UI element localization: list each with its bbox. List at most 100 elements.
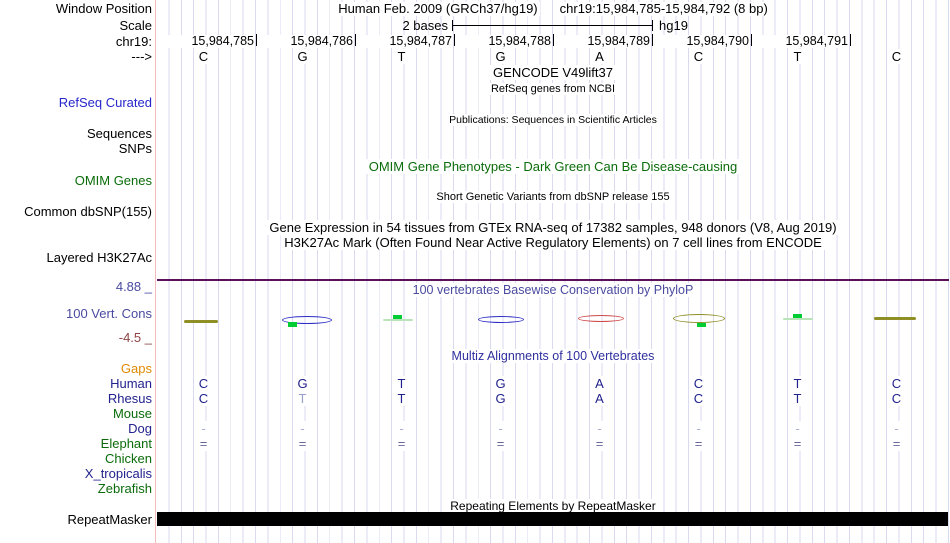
sidebar-omim-genes[interactable]: OMIM Genes bbox=[74, 173, 152, 188]
multiz-cell: G bbox=[295, 376, 310, 391]
track-title-refseq-ncbi[interactable]: RefSeq genes from NCBI bbox=[157, 82, 949, 96]
ruler-tick bbox=[355, 34, 356, 46]
multiz-species-label-elephant[interactable]: Elephant bbox=[100, 436, 152, 451]
reference-base: G bbox=[295, 49, 310, 64]
multiz-cell: = bbox=[692, 436, 705, 451]
multiz-cell: G bbox=[493, 391, 508, 406]
sidebar-vert-cons[interactable]: 100 Vert. Cons bbox=[66, 306, 152, 321]
scale-genome-label: hg19 bbox=[659, 18, 688, 33]
reference-base: C bbox=[691, 49, 706, 64]
multiz-species-label-dog[interactable]: Dog bbox=[128, 421, 152, 436]
ruler-position-label: 15,984,790 bbox=[659, 35, 749, 48]
multiz-cell: C bbox=[889, 376, 904, 391]
phylop-mark bbox=[478, 316, 524, 323]
sidebar-scale: Scale bbox=[119, 18, 152, 33]
reference-base: T bbox=[791, 49, 804, 64]
phylop-limit-line bbox=[157, 279, 949, 281]
reference-base: A bbox=[593, 49, 606, 64]
multiz-species-label-zebrafish[interactable]: Zebrafish bbox=[97, 481, 152, 496]
multiz-species-label-gaps[interactable]: Gaps bbox=[120, 361, 152, 376]
multiz-cell: T bbox=[395, 376, 408, 391]
header-row: Human Feb. 2009 (GRCh37/hg19) chr19:15,9… bbox=[157, 2, 949, 16]
phylop-mark bbox=[783, 318, 813, 320]
multiz-cell: = bbox=[890, 436, 903, 451]
ruler-position-label: 15,984,788 bbox=[461, 35, 551, 48]
track-title-gtex[interactable]: Gene Expression in 54 tissues from GTEx … bbox=[157, 220, 949, 235]
multiz-cell: C bbox=[691, 376, 706, 391]
multiz-cell: C bbox=[196, 391, 211, 406]
phylop-mark bbox=[874, 317, 916, 320]
sidebar-cons-max: 4.88 _ bbox=[115, 279, 152, 294]
multiz-cell: T bbox=[296, 391, 309, 406]
reference-base: T bbox=[395, 49, 408, 64]
multiz-species-label-mouse[interactable]: Mouse bbox=[112, 406, 152, 421]
multiz-cell: G bbox=[493, 376, 508, 391]
sidebar-layered-h3k27ac[interactable]: Layered H3K27Ac bbox=[46, 250, 152, 265]
sidebar-window-position: Window Position bbox=[55, 1, 152, 16]
track-title-multiz[interactable]: Multiz Alignments of 100 Vertebrates bbox=[157, 349, 949, 363]
multiz-cell: = bbox=[395, 436, 408, 451]
multiz-cell: - bbox=[892, 421, 901, 436]
sidebar-divider-line bbox=[155, 0, 156, 543]
multiz-cell: T bbox=[395, 391, 408, 406]
track-title-dbsnp[interactable]: Short Genetic Variants from dbSNP releas… bbox=[157, 190, 949, 204]
ruler-tick bbox=[751, 34, 752, 46]
sidebar-common-dbsnp[interactable]: Common dbSNP(155) bbox=[24, 204, 152, 219]
sidebar-sequences[interactable]: Sequences bbox=[86, 126, 152, 141]
ruler-tick bbox=[652, 34, 653, 46]
phylop-mark bbox=[282, 316, 332, 324]
phylop-mark-blob bbox=[288, 322, 297, 327]
multiz-cell: C bbox=[196, 376, 211, 391]
sidebar-chrom: chr19: bbox=[115, 34, 152, 49]
multiz-cell: - bbox=[298, 421, 307, 436]
ruler-tick bbox=[553, 34, 554, 46]
reference-base: C bbox=[889, 49, 904, 64]
repeatmasker-element-bar[interactable] bbox=[157, 512, 948, 526]
multiz-cell: = bbox=[494, 436, 507, 451]
multiz-cell: T bbox=[791, 391, 804, 406]
track-title-h3k27ac[interactable]: H3K27Ac Mark (Often Found Near Active Re… bbox=[157, 235, 949, 250]
multiz-species-label-human[interactable]: Human bbox=[110, 376, 152, 391]
track-title-phylop[interactable]: 100 vertebrates Basewise Conservation by… bbox=[157, 283, 949, 297]
phylop-mark-blob bbox=[793, 314, 802, 318]
phylop-mark bbox=[184, 320, 218, 323]
sidebar-repeatmasker[interactable]: RepeatMasker bbox=[67, 512, 152, 527]
multiz-species-label-chicken[interactable]: Chicken bbox=[105, 451, 152, 466]
multiz-cell: C bbox=[889, 391, 904, 406]
multiz-species-label-x_tropicalis[interactable]: X_tropicalis bbox=[84, 466, 152, 481]
multiz-cell: - bbox=[199, 421, 208, 436]
scale-value: 2 bases bbox=[402, 18, 448, 33]
ruler-tick bbox=[850, 34, 851, 46]
assembly-label: Human Feb. 2009 (GRCh37/hg19) bbox=[336, 1, 540, 16]
ruler-position-label: 15,984,789 bbox=[560, 35, 650, 48]
multiz-cell: C bbox=[691, 391, 706, 406]
track-title-omim[interactable]: OMIM Gene Phenotypes - Dark Green Can Be… bbox=[157, 159, 949, 174]
multiz-cell: - bbox=[496, 421, 505, 436]
phylop-mark bbox=[673, 314, 725, 323]
multiz-cell: T bbox=[791, 376, 804, 391]
multiz-cell: - bbox=[595, 421, 604, 436]
ruler-position-label: 15,984,785 bbox=[164, 35, 254, 48]
multiz-cell: = bbox=[197, 436, 210, 451]
track-title-gencode[interactable]: GENCODE V49lift37 bbox=[157, 65, 949, 80]
multiz-species-label-rhesus[interactable]: Rhesus bbox=[107, 391, 152, 406]
sidebar-snps[interactable]: SNPs bbox=[118, 141, 152, 156]
multiz-cell: = bbox=[593, 436, 606, 451]
ruler-tick bbox=[454, 34, 455, 46]
multiz-cell: - bbox=[793, 421, 802, 436]
multiz-cell: - bbox=[397, 421, 406, 436]
phylop-mark-blob bbox=[393, 315, 402, 319]
phylop-mark-blob bbox=[697, 323, 706, 327]
multiz-cell: A bbox=[593, 391, 606, 406]
reference-base: C bbox=[196, 49, 211, 64]
sidebar-refseq-curated[interactable]: RefSeq Curated bbox=[58, 95, 152, 110]
phylop-mark bbox=[383, 319, 413, 321]
track-title-repeatmasker[interactable]: Repeating Elements by RepeatMasker bbox=[157, 499, 949, 513]
position-label: chr19:15,984,785-15,984,792 (8 bp) bbox=[557, 1, 770, 16]
multiz-cell: - bbox=[694, 421, 703, 436]
phylop-mark bbox=[578, 315, 624, 322]
track-title-publications[interactable]: Publications: Sequences in Scientific Ar… bbox=[157, 113, 949, 127]
sidebar-cons-min: -4.5 _ bbox=[118, 330, 152, 345]
ruler-position-label: 15,984,786 bbox=[263, 35, 353, 48]
ruler-position-label: 15,984,787 bbox=[362, 35, 452, 48]
